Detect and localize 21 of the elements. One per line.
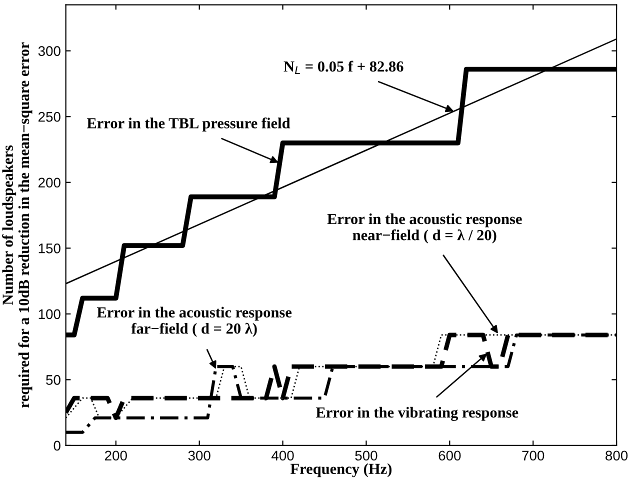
y-tick-label: 150: [38, 243, 60, 254]
y-tick-label: 300: [38, 46, 60, 56]
x-tick-label: 500: [355, 450, 378, 461]
y-tick-label: 100: [38, 309, 60, 320]
y-tick-label: 250: [38, 112, 60, 122]
x-tick-label: 800: [606, 450, 628, 461]
x-tick-label: 200: [105, 450, 127, 461]
y-tick-label: 200: [38, 178, 60, 188]
annotation: Error in the vibrating response: [316, 406, 518, 421]
annotation: Error in the acoustic response far−field ( d = 20 λ): [96, 306, 292, 337]
x-axis-title: Frequency (Hz): [290, 463, 392, 478]
annotation: Error in the acoustic response near−field ( d = λ / 20): [327, 213, 522, 244]
x-tick-label: 600: [438, 450, 461, 461]
annotation: N$_{L}$ = 0.05 f + 82.86: [284, 60, 404, 74]
annotation: Error in the TBL pressure field: [86, 117, 290, 132]
y-tick-label: 50: [46, 375, 60, 385]
x-tick-label: 700: [522, 450, 544, 461]
x-tick-label: 400: [272, 450, 294, 461]
x-tick-label: 300: [188, 450, 210, 461]
y-tick-label: 0: [54, 440, 60, 451]
y-axis-title: Number of loudspeakers required for a 10dB reduction in the mean−square error: [2, 42, 32, 408]
